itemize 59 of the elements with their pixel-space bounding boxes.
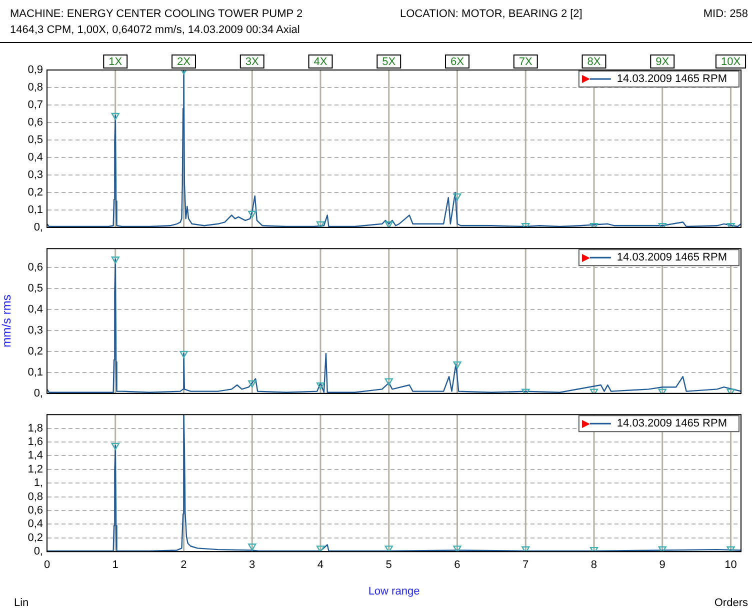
y-tick-label: 1,: [34, 477, 43, 490]
ref-line-label: 6X: [450, 56, 465, 68]
y-tick-label: 0,8: [28, 82, 43, 94]
x-tick-label: 3: [249, 559, 256, 572]
x-tick-label: 10: [724, 559, 737, 572]
text: MID: 258: [703, 7, 748, 22]
y-tick-label: 1,4: [28, 450, 43, 462]
ref-line-label: 1X: [108, 56, 123, 68]
text: LOCATION: MOTOR, BEARING 2 [2]: [400, 7, 582, 22]
text: Lin: [14, 597, 29, 609]
x-tick-label: 4: [317, 559, 324, 572]
x-tick-label: 5: [386, 559, 392, 572]
legend-label: 14.03.2009 1465 RPM: [616, 418, 728, 430]
y-tick-label: 0,9: [28, 64, 43, 76]
x-axis-title: Low range: [368, 585, 420, 598]
y-axis-title: mm/s rms: [0, 294, 14, 348]
y-tick-label: 1,6: [28, 436, 43, 448]
y-tick-label: 1,8: [28, 422, 43, 434]
x-tick-label: 0: [44, 559, 50, 572]
legend-label: 14.03.2009 1465 RPM: [616, 252, 728, 264]
y-tick-label: 0,: [34, 387, 43, 400]
ref-line-label: 7X: [518, 56, 534, 68]
ref-line-label: 4X: [314, 56, 328, 68]
ref-line-label: 8X: [587, 56, 602, 68]
x-tick-label: 8: [590, 559, 598, 572]
ref-line-label: 5X: [382, 56, 396, 68]
y-tick-label: 0,2: [28, 186, 43, 198]
x-tick-label: 6: [454, 559, 460, 572]
y-tick-label: 0,6: [28, 262, 43, 274]
y-tick-label: 0,3: [28, 168, 43, 181]
y-tick-label: 0,6: [28, 504, 43, 517]
y-tick-label: 0,5: [28, 134, 43, 146]
y-tick-label: 0,3: [28, 324, 43, 336]
x-tick-label: 7: [522, 559, 529, 572]
y-tick-label: 0,2: [28, 345, 43, 358]
y-tick-label: 0,1: [28, 204, 43, 216]
x-tick-label: 1: [112, 559, 118, 572]
y-tick-label: 0,7: [28, 99, 43, 112]
y-tick-label: 0,2: [28, 532, 43, 544]
y-tick-label: 0,1: [28, 366, 43, 378]
chart-title: MACHINE: ENERGY CENTER COOLING TOWER PUMP 2: [10, 7, 303, 22]
y-tick-label: 0,4: [28, 518, 43, 530]
y-tick-label: 0,5: [28, 282, 43, 295]
y-tick-label: 0,: [34, 546, 43, 558]
legend-label: 14.03.2009 1465 RPM: [616, 73, 728, 86]
ref-line-label: 9X: [656, 56, 670, 68]
y-tick-label: 0,4: [28, 151, 43, 164]
y-tick-label: 1,2: [28, 463, 43, 476]
ref-line-label: 3X: [245, 56, 260, 68]
y-tick-label: 0,6: [28, 116, 43, 128]
y-tick-label: 0,: [34, 221, 43, 234]
ref-line-label: 2X: [177, 56, 192, 68]
x-tick-label: 2: [180, 559, 187, 572]
chart-subtitle: 1464,3 CPM, 1,00X, 0,64072 mm/s, 14.03.2009 00:34 Axial: [10, 23, 301, 38]
ref-line-label: 10X: [720, 56, 742, 68]
text: Orders: [714, 597, 748, 609]
y-tick-label: 0,4: [28, 303, 43, 316]
x-tick-label: 9: [659, 559, 666, 572]
y-tick-label: 0,8: [28, 490, 43, 503]
